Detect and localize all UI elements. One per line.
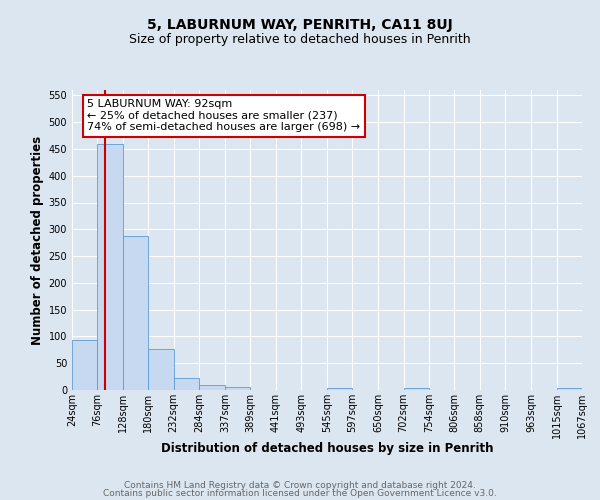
Bar [225, 388, 250, 390]
Bar [97, 144, 123, 390]
Text: Size of property relative to detached houses in Penrith: Size of property relative to detached ho… [129, 32, 471, 46]
Text: 5 LABURNUM WAY: 92sqm
← 25% of detached houses are smaller (237)
74% of semi-det: 5 LABURNUM WAY: 92sqm ← 25% of detached … [88, 99, 361, 132]
Y-axis label: Number of detached properties: Number of detached properties [31, 136, 44, 344]
Bar [199, 384, 225, 390]
Text: Contains HM Land Registry data © Crown copyright and database right 2024.: Contains HM Land Registry data © Crown c… [124, 480, 476, 490]
Bar [404, 388, 429, 390]
Bar [174, 378, 199, 390]
X-axis label: Distribution of detached houses by size in Penrith: Distribution of detached houses by size … [161, 442, 493, 456]
Bar [327, 388, 352, 390]
Bar [557, 388, 582, 390]
Bar [123, 236, 148, 390]
Text: 5, LABURNUM WAY, PENRITH, CA11 8UJ: 5, LABURNUM WAY, PENRITH, CA11 8UJ [147, 18, 453, 32]
Bar [148, 350, 174, 390]
Text: Contains public sector information licensed under the Open Government Licence v3: Contains public sector information licen… [103, 489, 497, 498]
Bar [72, 340, 97, 390]
